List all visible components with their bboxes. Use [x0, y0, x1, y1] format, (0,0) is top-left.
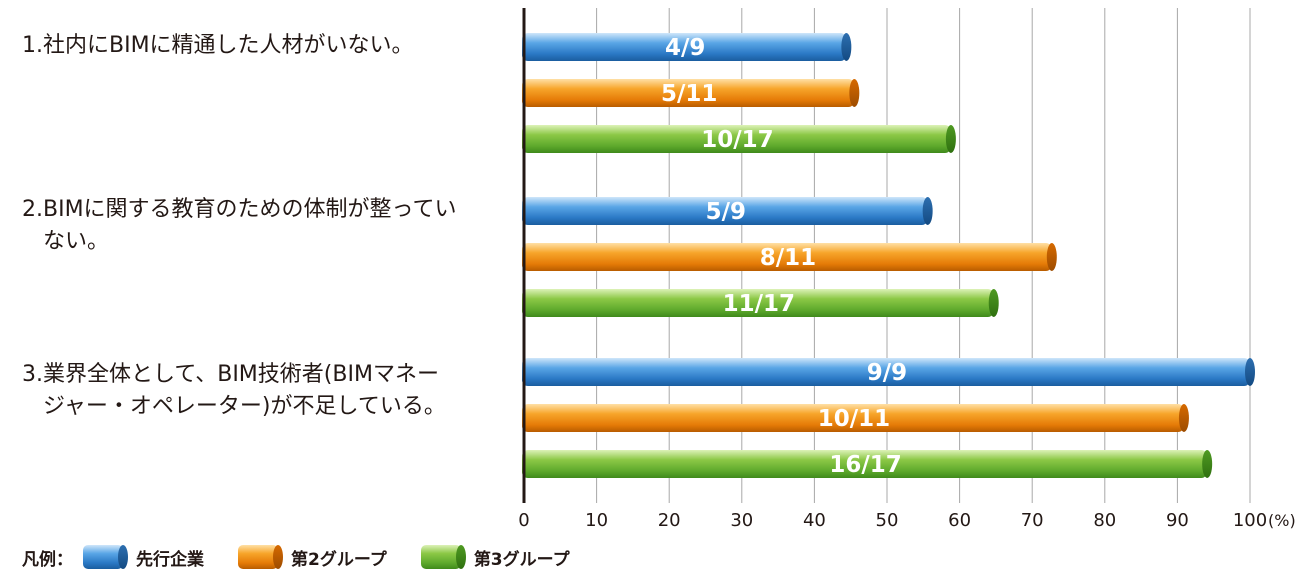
legend-swatch-leading [83, 545, 128, 569]
bar-label: 5/11 [661, 81, 717, 107]
bar-group3-cat1: 10/17 [522, 125, 956, 153]
bar-body [522, 404, 1184, 432]
x-tick-label-100: 100 [1233, 510, 1267, 531]
bar-group2-cat2: 8/11 [522, 243, 1057, 271]
bar-body [522, 243, 1052, 271]
category-label-3: 3.業界全体として、BIM技術者(BIMマネー ジャー・オペレーター)が不足して… [22, 359, 446, 423]
category-label-1: 1.社内にBIMに精通した人材がいない。 [22, 30, 414, 62]
category-label-3-line-2: ジャー・オペレーター)が不足している。 [43, 394, 446, 419]
bar-label: 10/11 [818, 406, 890, 432]
bar-cap [1178, 404, 1189, 432]
bar-label: 10/17 [701, 127, 773, 153]
category-label-2: 2.BIMに関する教育のための体制が整ってい ない。 [22, 194, 456, 258]
bar-cap [988, 289, 999, 317]
bar-cap [849, 79, 860, 107]
bar-group3-cat2: 11/17 [522, 289, 999, 317]
legend-swatch-group3 [420, 545, 466, 569]
bar-body [522, 79, 855, 107]
legend-swatch-group2 [238, 545, 283, 569]
bar-label: 8/11 [760, 245, 816, 271]
bar-cap [1202, 450, 1213, 478]
bar-label: 16/17 [829, 452, 901, 478]
category-label-1-line-1: 1.社内にBIMに精通した人材がいない。 [22, 33, 414, 58]
category-label-3-line-1: 3.業界全体として、BIM技術者(BIMマネー [22, 362, 439, 387]
bar-cap [1245, 358, 1255, 386]
bar-body [522, 197, 928, 225]
bar-leading-cat1: 4/9 [522, 33, 852, 61]
x-tick-label-80: 80 [1093, 510, 1116, 531]
bar-label: 5/9 [706, 199, 746, 225]
x-tick-label-0: 0 [518, 510, 529, 531]
bar-group2-cat1: 5/11 [522, 79, 860, 107]
bar-body [522, 358, 1250, 386]
x-tick-label-90: 90 [1166, 510, 1189, 531]
bar-group3-cat3: 16/17 [522, 450, 1213, 478]
bar-group2-cat3: 10/11 [522, 404, 1189, 432]
x-tick-label-20: 20 [658, 510, 681, 531]
bar-body [522, 289, 994, 317]
category-label-2-line-1: 2.BIMに関する教育のための体制が整ってい [22, 197, 457, 222]
x-tick-label-70: 70 [1021, 510, 1044, 531]
x-tick-label-50: 50 [876, 510, 899, 531]
legend-item-group2: 第2グループ [238, 544, 387, 570]
bars: 4/9 5/11 10/17 5/9 8/11 11/17 9/9 10/11 16/17 [522, 33, 1255, 478]
bar-leading-cat2: 5/9 [522, 197, 933, 225]
bar-label: 11/17 [723, 291, 795, 317]
legend-label-group2: 第2グループ [291, 549, 387, 570]
x-tick-label-60: 60 [948, 510, 971, 531]
axes: 0 10 20 30 40 50 60 70 80 90 100 (%) [518, 8, 1296, 531]
legend-label-leading: 先行企業 [136, 549, 204, 570]
bar-label: 9/9 [867, 360, 907, 386]
bar-cap [841, 33, 852, 61]
bar-body [522, 33, 847, 61]
unit-label: (%) [1268, 511, 1296, 530]
bar-body [522, 450, 1208, 478]
bar-label: 4/9 [665, 35, 705, 61]
category-label-2-line-2: ない。 [43, 229, 110, 254]
legend-item-leading: 先行企業 [83, 544, 204, 570]
bar-cap [1046, 243, 1057, 271]
x-tick-label-40: 40 [803, 510, 826, 531]
bar-body [522, 125, 951, 153]
legend-title: 凡例： [22, 549, 73, 570]
legend-item-group3: 第3グループ [420, 544, 570, 570]
bar-leading-cat3: 9/9 [522, 358, 1255, 386]
x-tick-label-10: 10 [585, 510, 608, 531]
legend-label-group3: 第3グループ [473, 549, 570, 570]
legend: 凡例： 先行企業 第2グループ 第3グループ [22, 540, 604, 574]
x-tick-label-30: 30 [730, 510, 753, 531]
bar-cap [922, 197, 933, 225]
bar-cap [945, 125, 956, 153]
